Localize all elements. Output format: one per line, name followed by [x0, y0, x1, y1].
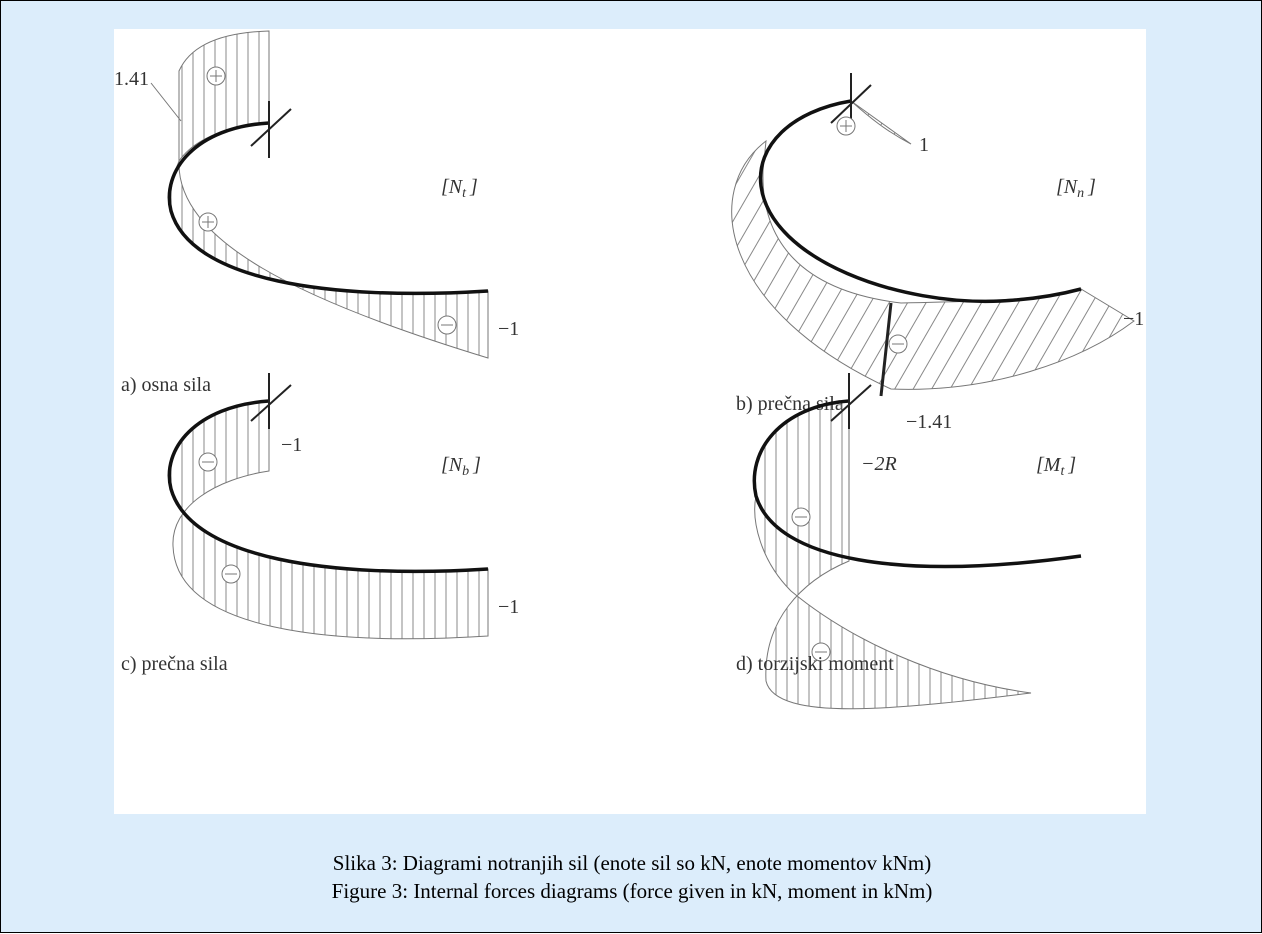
value-label: −1 [281, 434, 302, 456]
symbol: [Nn] [1056, 176, 1096, 201]
symbol: [Nt] [441, 176, 478, 201]
symbol: [Mt] [1036, 454, 1076, 479]
sign-plus [199, 213, 217, 231]
sign-minus [792, 508, 810, 526]
value-label: 1 [919, 134, 929, 156]
sign-minus [438, 316, 456, 334]
figure: 1.41 −1 [Nt] a) osna sila 1 −1 −1.41 [Nn… [1, 1, 1262, 934]
sign-plus [837, 117, 855, 135]
symbol-part: [N [441, 176, 464, 198]
value-label: −1 [498, 596, 519, 618]
figure-frame: 1.41 −1 [Nt] a) osna sila 1 −1 −1.41 [Nn… [0, 0, 1262, 933]
symbol-part: ] [1087, 176, 1096, 198]
value-label: −2R [861, 453, 897, 475]
figure-caption: Slika 3: Diagrami notranjih sil (enote s… [333, 851, 931, 875]
symbol-part: b [462, 464, 469, 479]
panel-caption: d) torzijski moment [736, 653, 894, 675]
symbol-part: ] [1067, 454, 1076, 476]
value-label: −1.41 [906, 411, 952, 433]
value-label: −1 [1123, 308, 1144, 330]
symbol: [Nb] [441, 454, 481, 479]
symbol-part: ] [469, 176, 478, 198]
symbol-part: ] [472, 454, 481, 476]
sign-minus [222, 565, 240, 583]
panel-caption: c) prečna sila [121, 653, 228, 675]
symbol-part: [N [441, 454, 464, 476]
symbol-part: n [1077, 186, 1084, 201]
symbol-part: [M [1036, 454, 1062, 476]
figure-caption: Figure 3: Internal forces diagrams (forc… [332, 879, 933, 903]
value-label: 1.41 [114, 68, 149, 90]
symbol-part: [N [1056, 176, 1079, 198]
value-label: −1 [498, 318, 519, 340]
sign-plus [207, 67, 225, 85]
sign-minus [199, 453, 217, 471]
panel-caption: a) osna sila [121, 374, 211, 396]
sign-minus [889, 335, 907, 353]
